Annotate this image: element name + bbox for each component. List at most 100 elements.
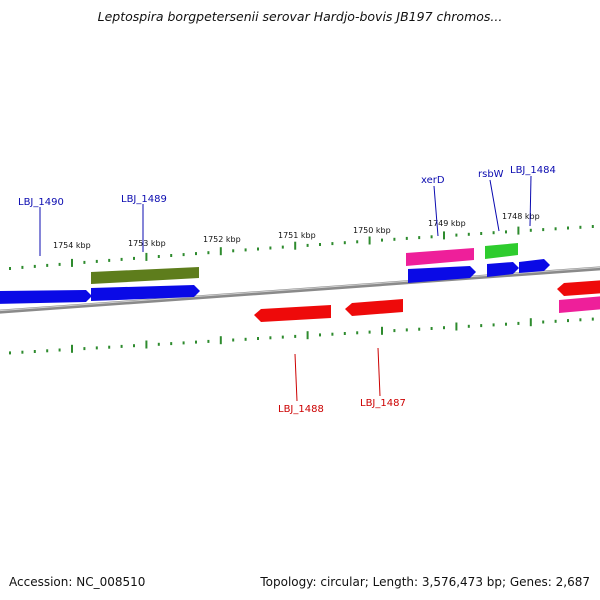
upper-minor-tick [120,257,123,261]
lower-minor-tick [542,320,545,324]
tick-label-1748: 1748 kbp [502,212,540,221]
upper-minor-tick [281,245,284,249]
upper-minor-tick [430,235,433,239]
lower-minor-tick [492,323,495,327]
genome-stats-text: Topology: circular; Length: 3,576,473 bp… [260,575,590,589]
gene-label-lbj-1489[interactable]: LBJ_1489 [121,194,167,205]
gene-bar-red-right[interactable] [557,280,600,296]
reverse-genes [254,280,600,322]
lower-minor-tick [157,342,160,346]
gene-bar-xerd[interactable] [408,266,476,283]
tick-label-1754: 1754 kbp [53,241,91,250]
gene-bar-lbj-1484[interactable] [519,259,550,273]
lower-minor-tick [207,339,210,343]
tick-label-1753: 1753 kbp [128,239,166,248]
lower-minor-tick [467,324,470,328]
accession-text: Accession: NC_008510 [9,575,146,589]
lower-minor-tick [195,340,197,344]
gene-label-xerd[interactable]: xerD [421,175,445,186]
upper-minor-tick [46,263,49,267]
upper-minor-tick [83,260,86,264]
lower-major-tick [145,340,148,349]
leader-lbj-1488 [294,353,298,402]
lower-minor-tick [244,337,247,341]
upper-minor-tick [492,231,495,235]
lower-minor-tick [21,350,24,354]
forward-tick-ring [9,225,594,270]
upper-minor-tick [232,249,235,253]
upper-minor-tick [455,233,458,237]
upper-minor-tick [182,253,185,257]
lower-minor-tick [319,333,321,337]
lower-minor-tick [554,319,557,323]
upper-major-tick [443,231,445,240]
lower-minor-tick [331,332,334,336]
lower-minor-tick [343,332,346,335]
gene-bar-green[interactable] [485,243,518,259]
gene-label-lbj-1488[interactable]: LBJ_1488 [278,404,324,415]
leader-xerd [433,185,439,237]
upper-major-tick [517,226,520,235]
gene-label-lbj-1487[interactable]: LBJ_1487 [360,398,406,409]
gene-bar-lbj-1490[interactable] [0,290,92,304]
upper-minor-tick [133,256,135,260]
gene-label-lbj-1490[interactable]: LBJ_1490 [18,197,64,208]
upper-minor-tick [207,251,210,255]
upper-minor-tick [244,248,247,252]
lower-minor-tick [133,344,135,348]
upper-minor-tick [554,227,557,231]
upper-minor-tick [356,240,359,244]
upper-minor-tick [343,241,346,245]
upper-minor-tick [21,265,24,269]
upper-minor-tick [157,255,160,258]
upper-major-tick [145,252,148,261]
gene-bar-pink-upper[interactable] [406,248,474,266]
upper-minor-tick [381,238,383,242]
gene-bar-lbj-1489[interactable] [91,285,200,301]
gene-bar-rsbw[interactable] [487,262,519,277]
lower-minor-tick [591,317,594,321]
lower-minor-tick [356,331,359,335]
lower-minor-tick [108,345,111,349]
tick-label-1752: 1752 kbp [203,235,241,244]
lower-minor-tick [281,335,284,339]
upper-minor-tick [331,242,334,246]
lower-minor-tick [269,336,272,340]
leader-lines [39,175,532,402]
gene-bar-lbj-1487[interactable] [345,299,403,316]
lower-major-tick [219,336,222,345]
upper-minor-tick [505,230,507,234]
gene-label-rsbw[interactable]: rsbW [478,169,504,180]
tick-label-1751: 1751 kbp [278,231,316,240]
upper-major-tick [294,241,297,250]
gene-bar-pink-right[interactable] [559,296,600,313]
gene-bar-olive[interactable] [91,267,199,284]
upper-minor-tick [393,237,396,241]
gene-label-lbj-1484[interactable]: LBJ_1484 [510,165,556,176]
gene-labels: LBJ_1490 LBJ_1489 LBJ_1488 LBJ_1487 xerD… [18,165,556,415]
upper-minor-tick [579,225,582,229]
lower-major-tick [306,331,309,340]
lower-minor-tick [257,337,259,340]
upper-minor-tick [33,264,36,268]
upper-minor-tick [418,236,421,240]
upper-minor-tick [467,232,470,236]
upper-minor-tick [108,258,111,262]
upper-minor-tick [58,262,61,266]
chromosome-backbone [0,266,600,314]
gene-bar-lbj-1488[interactable] [254,305,331,322]
lower-minor-tick [393,329,396,333]
lower-minor-tick [294,334,297,338]
lower-minor-tick [58,348,61,352]
lower-minor-tick [9,351,11,355]
upper-minor-tick [257,247,259,251]
lower-minor-tick [368,330,371,334]
lower-minor-tick [418,327,421,331]
tick-label-1749: 1749 kbp [428,219,466,228]
upper-minor-tick [170,254,173,257]
leader-lbj-1484 [529,175,532,227]
lower-minor-tick [430,327,433,330]
lower-minor-tick [33,350,36,353]
forward-genes [0,243,550,304]
